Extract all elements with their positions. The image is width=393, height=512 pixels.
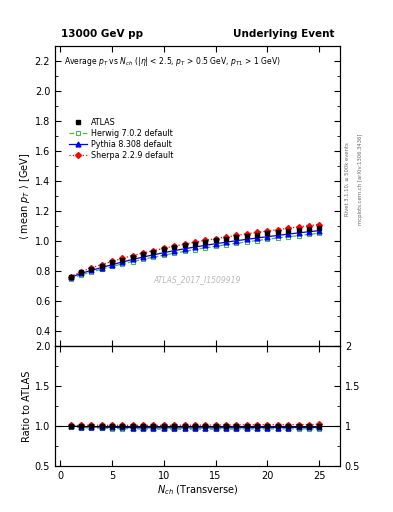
Text: ATLAS_2017_I1509919: ATLAS_2017_I1509919 [154, 275, 241, 285]
Legend: ATLAS, Herwig 7.0.2 default, Pythia 8.308 default, Sherpa 2.2.9 default: ATLAS, Herwig 7.0.2 default, Pythia 8.30… [68, 116, 175, 161]
X-axis label: $N_{ch}$ (Transverse): $N_{ch}$ (Transverse) [157, 483, 238, 497]
Text: Average $p_T$ vs $N_{ch}$ ($|\eta|$ < 2.5, $p_T$ > 0.5 GeV, $p_{T1}$ > 1 GeV): Average $p_T$ vs $N_{ch}$ ($|\eta|$ < 2.… [64, 55, 281, 68]
Text: 13000 GeV pp: 13000 GeV pp [61, 29, 143, 38]
Y-axis label: Ratio to ATLAS: Ratio to ATLAS [22, 370, 32, 442]
Y-axis label: $\langle$ mean $p_T$ $\rangle$ [GeV]: $\langle$ mean $p_T$ $\rangle$ [GeV] [18, 153, 32, 240]
Text: Rivet 3.1.10, ≥ 500k events: Rivet 3.1.10, ≥ 500k events [345, 142, 350, 216]
Text: Underlying Event: Underlying Event [233, 29, 334, 38]
Text: mcplots.cern.ch [arXiv:1306.3436]: mcplots.cern.ch [arXiv:1306.3436] [358, 134, 363, 225]
